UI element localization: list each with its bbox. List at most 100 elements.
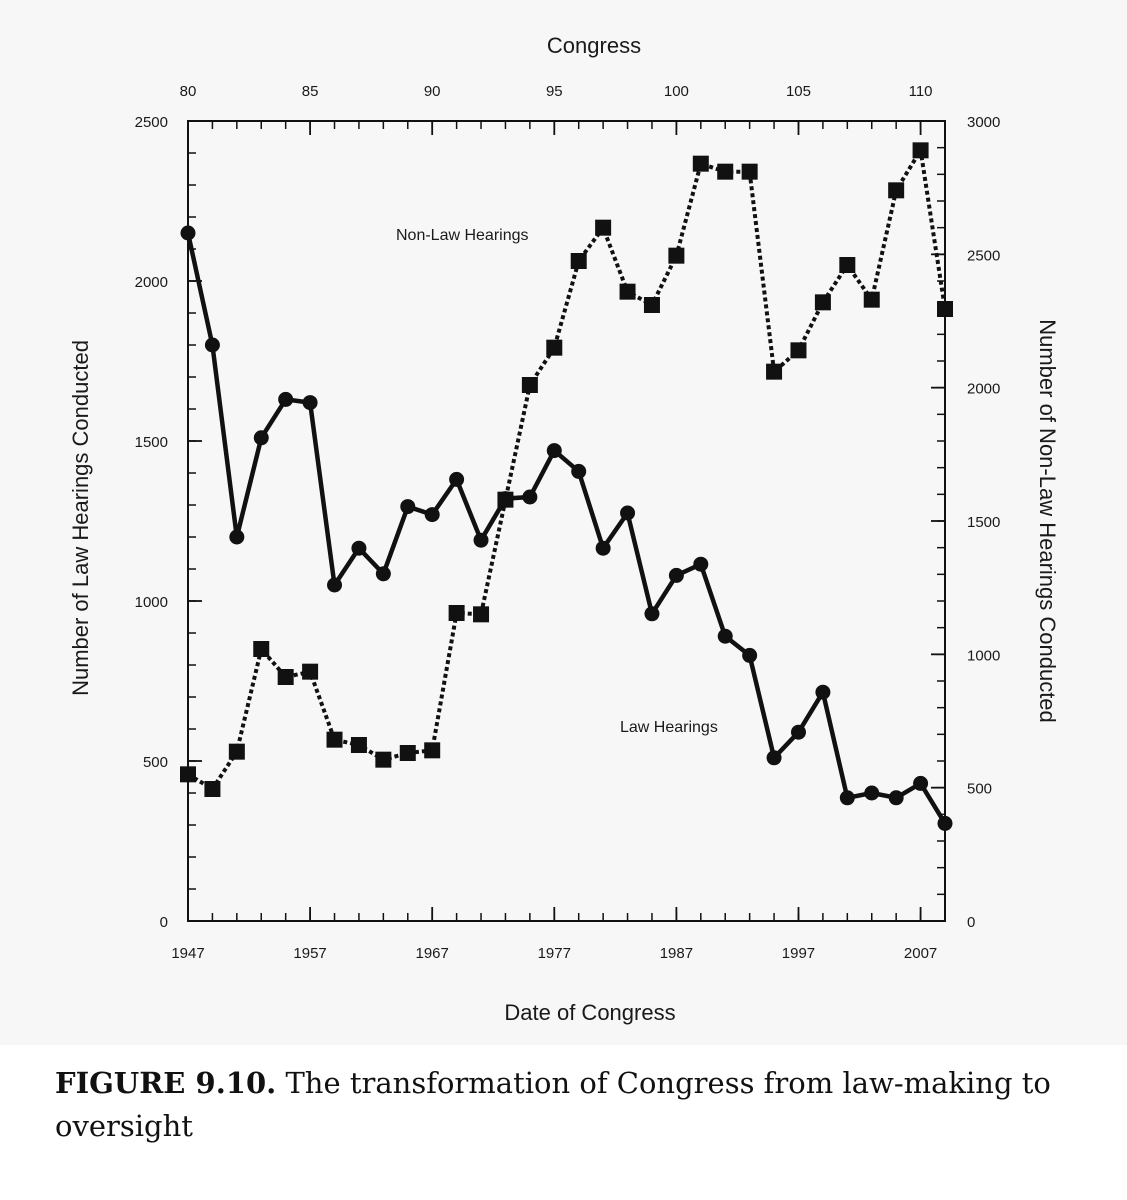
x-tick-label: 1947 — [171, 945, 204, 962]
point-law-hearings — [693, 556, 709, 572]
series-line-non-law-hearings — [186, 148, 947, 791]
point-law-hearings — [864, 785, 880, 801]
x-tick-label: 1957 — [293, 945, 326, 962]
point-non-law-hearings — [643, 297, 660, 313]
series-annotation-non-law: Non-Law Hearings — [396, 227, 529, 244]
point-non-law-hearings — [228, 743, 245, 760]
point-law-hearings — [668, 567, 684, 583]
point-non-law-hearings — [888, 182, 905, 199]
series-annotation-law: Law Hearings — [620, 719, 718, 736]
x-tick-label: 1987 — [660, 945, 693, 962]
point-non-law-hearings — [350, 737, 367, 753]
x-tick-label: 1967 — [416, 945, 449, 962]
point-law-hearings — [351, 540, 367, 556]
plot-frame — [187, 120, 946, 922]
point-law-hearings — [644, 606, 660, 622]
top-tick-label: 95 — [546, 83, 563, 100]
point-non-law-hearings — [302, 663, 319, 680]
point-law-hearings — [229, 529, 245, 545]
point-law-hearings — [571, 463, 587, 479]
x-axis-title: Date of Congress — [504, 1000, 675, 1025]
y-tick-label-right: 3000 — [967, 114, 1000, 131]
point-law-hearings — [839, 790, 855, 806]
point-non-law-hearings — [277, 669, 294, 685]
point-non-law-hearings — [253, 641, 270, 657]
point-law-hearings — [302, 395, 318, 411]
figure-caption-label: FIGURE 9.10. — [55, 1066, 277, 1100]
figure-caption-text: The transformation of Congress from law-… — [55, 1066, 1051, 1143]
point-law-hearings — [620, 505, 636, 521]
point-law-hearings — [253, 430, 269, 446]
point-non-law-hearings — [521, 377, 538, 393]
top-tick-label: 90 — [424, 83, 441, 100]
top-axis-title: Congress — [547, 33, 641, 58]
point-non-law-hearings — [424, 742, 441, 759]
point-law-hearings — [278, 391, 294, 407]
bottom-axis-ticks: 1947 1957 1967 1977 1987 1997 2007 — [171, 907, 946, 962]
point-law-hearings — [497, 491, 513, 507]
point-non-law-hearings — [814, 294, 831, 311]
top-axis-ticks: 80 85 90 95 100 105 110 — [180, 83, 946, 135]
point-non-law-hearings — [180, 766, 196, 783]
top-tick-label: 80 — [180, 83, 197, 100]
point-non-law-hearings — [790, 342, 807, 359]
y-axis-title-right: Number of Non-Law Hearings Conducted — [1035, 319, 1060, 723]
series-non-law-hearings — [180, 142, 953, 797]
point-law-hearings — [400, 499, 416, 515]
point-law-hearings — [595, 540, 611, 556]
point-non-law-hearings — [937, 301, 953, 317]
x-tick-label: 1977 — [538, 945, 571, 962]
point-non-law-hearings — [619, 283, 636, 300]
series-line-law-hearings — [185, 232, 947, 825]
point-non-law-hearings — [668, 247, 685, 264]
point-non-law-hearings — [546, 339, 563, 356]
point-non-law-hearings — [399, 745, 416, 761]
point-non-law-hearings — [839, 257, 856, 273]
point-law-hearings — [204, 337, 220, 353]
point-non-law-hearings — [204, 781, 221, 797]
point-law-hearings — [546, 443, 562, 459]
y-tick-label-right: 0 — [967, 914, 975, 931]
point-law-hearings — [424, 507, 440, 523]
point-non-law-hearings — [766, 363, 783, 380]
series-law-hearings — [180, 225, 953, 831]
y-tick-label-right: 500 — [967, 781, 992, 798]
y-tick-label-right: 2000 — [967, 381, 1000, 398]
line-chart: Congress 80 85 90 95 100 105 110 0 500 1000 1500 2… — [68, 33, 1060, 1025]
point-non-law-hearings — [473, 606, 490, 623]
top-tick-label: 105 — [786, 83, 811, 100]
point-law-hearings — [375, 566, 391, 582]
right-axis-ticks: 0 500 1000 1500 2000 2500 3000 — [931, 114, 1000, 931]
y-tick-label-right: 2500 — [967, 247, 1000, 264]
point-law-hearings — [937, 815, 953, 831]
top-tick-label: 110 — [909, 83, 933, 100]
y-tick-label-right: 1000 — [967, 647, 1000, 664]
series-layer — [180, 142, 953, 831]
point-law-hearings — [522, 489, 538, 505]
y-tick-label-left: 2000 — [135, 274, 168, 291]
point-law-hearings — [742, 647, 758, 663]
point-law-hearings — [473, 532, 489, 548]
chart-area: Congress 80 85 90 95 100 105 110 0 500 1000 1500 2… — [68, 33, 1060, 1025]
point-law-hearings — [790, 724, 806, 740]
point-law-hearings — [717, 628, 733, 644]
point-non-law-hearings — [863, 291, 880, 308]
y-tick-label-left: 2500 — [135, 114, 168, 131]
y-tick-label-left: 1500 — [135, 434, 168, 451]
point-law-hearings — [888, 790, 904, 806]
point-non-law-hearings — [570, 253, 587, 269]
point-non-law-hearings — [595, 219, 612, 236]
point-law-hearings — [449, 471, 465, 487]
point-non-law-hearings — [717, 163, 734, 180]
point-law-hearings — [766, 750, 782, 766]
y-tick-label-left: 0 — [160, 914, 168, 931]
y-axis-title-left: Number of Law Hearings Conducted — [68, 340, 93, 696]
point-law-hearings — [815, 684, 831, 700]
point-non-law-hearings — [448, 605, 465, 621]
x-tick-label: 1997 — [782, 945, 815, 962]
point-law-hearings — [180, 225, 196, 241]
point-non-law-hearings — [912, 142, 929, 159]
point-non-law-hearings — [326, 731, 343, 748]
point-law-hearings — [913, 775, 929, 791]
y-tick-label-left: 500 — [143, 754, 168, 771]
